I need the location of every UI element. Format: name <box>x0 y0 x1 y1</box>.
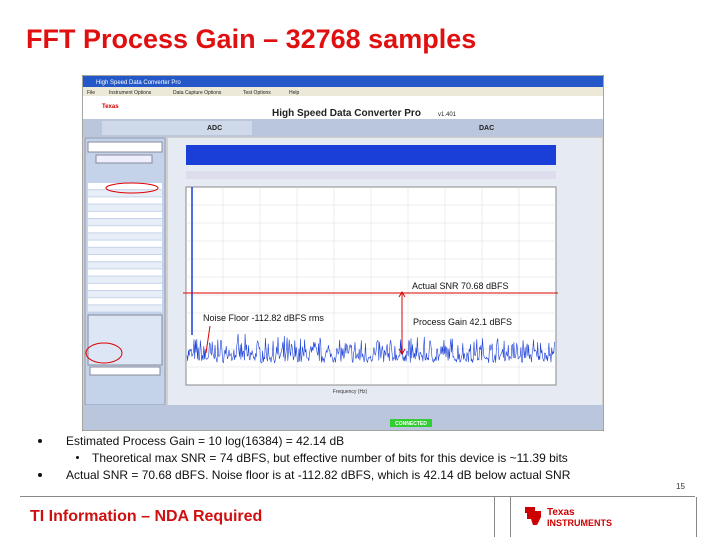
app-screenshot: High Speed Data Converter Pro File Instru… <box>82 75 604 431</box>
table-row <box>88 283 162 290</box>
bullet-marker <box>38 439 42 443</box>
table-row <box>88 291 162 298</box>
status-text: CONNECTED <box>395 421 427 427</box>
panel-button <box>95 154 153 164</box>
status-bar <box>83 405 603 430</box>
arrow-heads <box>398 291 406 355</box>
time-plot <box>186 145 556 165</box>
title-bar <box>83 76 603 87</box>
bullet-marker <box>38 473 42 477</box>
annotation-noise: Noise Floor -112.82 dBFS rms <box>203 313 324 323</box>
table-row <box>88 255 162 262</box>
menu-bar <box>83 87 603 96</box>
x-axis-label: Frequency (Hz) <box>333 389 368 395</box>
bullet-text: Actual SNR = 70.68 dBFS. Noise floor is … <box>66 468 571 482</box>
controls-row <box>186 171 556 179</box>
table-row <box>88 262 162 269</box>
footer-rule <box>20 496 695 497</box>
panel-box <box>87 314 163 366</box>
table-row <box>88 240 162 247</box>
noise-trace <box>186 333 555 364</box>
table-row <box>88 247 162 254</box>
menu-item[interactable]: Instrument Options <box>109 90 152 96</box>
panel-box <box>89 366 161 376</box>
logo-word-1: Texas <box>547 507 575 518</box>
table-row <box>88 233 162 240</box>
table-row <box>88 226 162 233</box>
table-row <box>88 204 162 211</box>
menu-item[interactable]: File <box>87 90 95 96</box>
highlight-oval <box>105 182 159 194</box>
menu-item[interactable]: Help <box>289 90 300 96</box>
table-row <box>88 219 162 226</box>
highlight-oval <box>85 342 123 364</box>
table-row <box>88 305 162 312</box>
app-version: v1.401 <box>438 112 457 118</box>
sub-bullet-marker <box>76 456 79 459</box>
table-row <box>88 276 162 283</box>
bullet-text: Estimated Process Gain = 10 log(16384) =… <box>66 434 345 448</box>
logo-box: Texas Instruments <box>510 497 697 537</box>
table-row <box>88 269 162 276</box>
ti-logo-small: Texas <box>102 104 119 110</box>
annotation-gain: Process Gain 42.1 dBFS <box>413 317 512 327</box>
adc-tab[interactable] <box>102 121 252 135</box>
menu-item[interactable]: Test Options <box>243 90 271 96</box>
dac-tab-label: DAC <box>479 125 494 132</box>
app-title: High Speed Data Converter Pro <box>272 108 421 119</box>
header <box>83 96 603 120</box>
ti-logo-mark <box>525 507 541 525</box>
footer-notice: TI Information – NDA Required <box>30 508 263 525</box>
slide-title: FFT Process Gain – 32768 samples <box>26 24 477 54</box>
ti-logo: Texas Instruments <box>525 507 612 528</box>
plot-grid <box>186 187 556 385</box>
annotation-snr: Actual SNR 70.68 dBFS <box>412 281 509 291</box>
table-row <box>88 298 162 305</box>
page-number: 15 <box>676 482 685 491</box>
window-title: High Speed Data Converter Pro <box>96 80 181 86</box>
logo-word-2: Instruments <box>547 518 612 528</box>
footer-box <box>0 497 495 537</box>
menu: File Instrument Options Data Capture Optio… <box>87 90 300 96</box>
table-row <box>88 183 162 190</box>
noise-arrow <box>205 325 211 354</box>
menu-item[interactable]: Data Capture Options <box>173 90 222 96</box>
table-row <box>88 211 162 218</box>
adc-tab-label: ADC <box>207 125 222 132</box>
sub-bullet-text: Theoretical max SNR = 74 dBFS, but effec… <box>92 451 568 465</box>
status-indicator <box>390 419 432 427</box>
panel-box <box>87 141 163 153</box>
table-row <box>88 197 162 204</box>
